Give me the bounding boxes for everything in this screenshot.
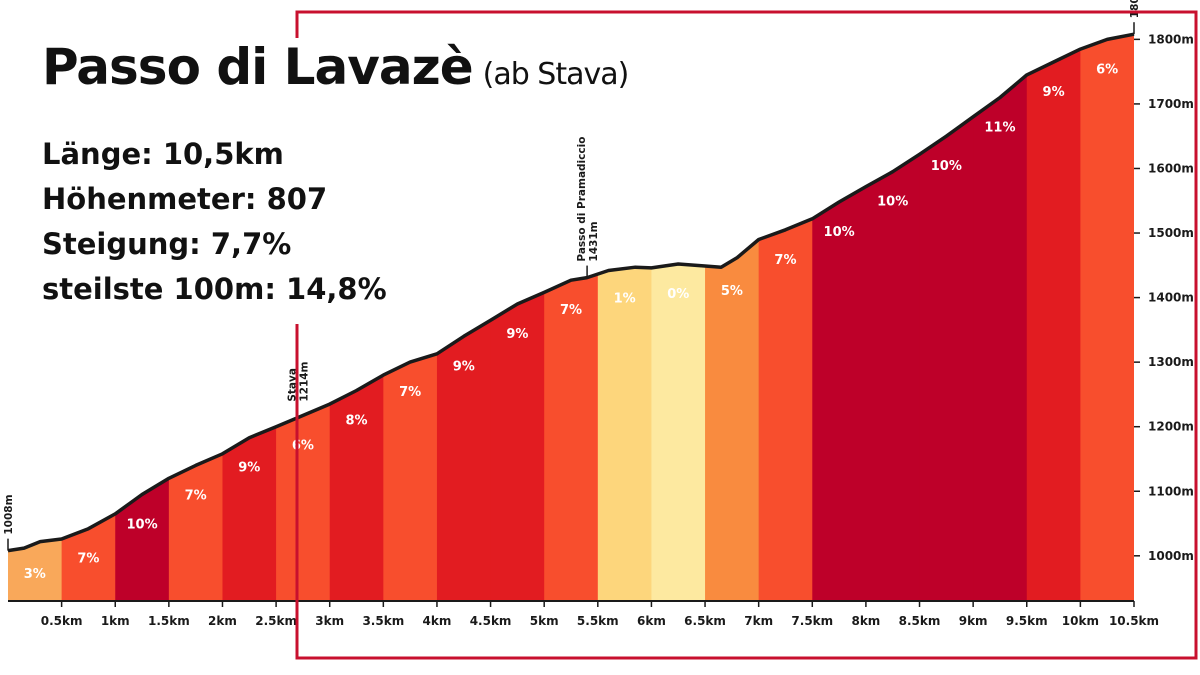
stat-avg-gradient: Steigung: 7,7%: [42, 227, 292, 261]
grade-segment-14: [758, 34, 813, 601]
y-tick-label-1: 1100m: [1148, 484, 1194, 498]
x-tick-label-8: 4.5km: [470, 614, 512, 628]
x-tick-label-13: 7km: [744, 614, 773, 628]
highlight-frame: [295, 10, 1198, 660]
grade-label-13: 5%: [721, 284, 743, 299]
x-tick-label-18: 9.5km: [1006, 614, 1048, 628]
stat-elevation-gain: Höhenmeter: 807: [42, 182, 328, 216]
title-text: Passo di Lavazè: [42, 38, 474, 96]
y-tick-label-4: 1400m: [1148, 291, 1194, 305]
grade-label-19: 9%: [1043, 85, 1065, 100]
grade-label-11: 1%: [614, 292, 636, 307]
grade-segment-12: [651, 34, 706, 601]
y-tick-label-2: 1200m: [1148, 420, 1194, 434]
grade-segment-9: [490, 34, 545, 601]
x-tick-label-17: 9km: [959, 614, 988, 628]
grade-segment-18: [973, 34, 1028, 601]
grade-segment-17: [919, 34, 974, 601]
grade-segment-19: [1026, 34, 1081, 601]
x-tick-label-4: 2.5km: [255, 614, 297, 628]
x-tick-label-5: 3km: [315, 614, 344, 628]
annotation-label-0-0: 1008m: [3, 494, 15, 534]
grade-label-3: 7%: [185, 488, 207, 503]
y-tick-label-8: 1800m: [1148, 32, 1194, 46]
x-tick-label-14: 7.5km: [791, 614, 833, 628]
grade-segment-11: [597, 34, 653, 601]
x-tick-label-2: 1.5km: [148, 614, 190, 628]
grade-segment-16: [865, 34, 921, 601]
grade-label-0: 3%: [24, 567, 46, 582]
stat-length: Länge: 10,5km: [42, 137, 284, 171]
x-tick-label-0: 0.5km: [41, 614, 83, 628]
x-tick-label-20: 10.5km: [1109, 614, 1159, 628]
x-tick-label-11: 6km: [637, 614, 666, 628]
grade-label-7: 7%: [399, 385, 421, 400]
grade-label-17: 10%: [931, 159, 962, 174]
grade-segment-13: [705, 34, 760, 601]
x-tick-label-3: 2km: [208, 614, 237, 628]
grade-label-14: 7%: [774, 253, 796, 268]
grade-label-2: 10%: [126, 517, 157, 532]
grade-label-12: 0%: [667, 287, 689, 302]
x-tick-label-7: 4km: [423, 614, 452, 628]
y-tick-label-6: 1600m: [1148, 161, 1194, 175]
x-tick-label-10: 5.5km: [577, 614, 619, 628]
x-tick-label-1: 1km: [101, 614, 130, 628]
grade-label-5: 6%: [292, 438, 314, 453]
x-tick-label-19: 10km: [1062, 614, 1099, 628]
grade-label-10: 7%: [560, 303, 582, 318]
y-tick-label-3: 1300m: [1148, 355, 1194, 369]
x-tick-label-12: 6.5km: [684, 614, 726, 628]
x-tick-label-9: 5km: [530, 614, 559, 628]
x-tick-label-6: 3.5km: [362, 614, 404, 628]
x-tick-label-15: 8km: [851, 614, 880, 628]
grade-label-20: 6%: [1096, 62, 1118, 77]
x-tick-label-16: 8.5km: [899, 614, 941, 628]
grade-segment-8: [436, 34, 492, 601]
grade-segment-7: [383, 34, 438, 601]
subtitle-text: (ab Stava): [482, 57, 630, 92]
y-tick-label-0: 1000m: [1148, 549, 1194, 563]
y-tick-label-5: 1500m: [1148, 226, 1194, 240]
annotation-label-2-0: Passo di Pramadiccio: [576, 137, 588, 262]
annotation-label-2-1: 1431m: [588, 221, 600, 261]
grade-label-15: 10%: [824, 225, 855, 240]
elevation-profile-line: [7, 32, 1135, 553]
grade-label-18: 11%: [984, 120, 1015, 135]
y-tick-label-7: 1700m: [1148, 97, 1194, 111]
grade-label-16: 10%: [877, 195, 908, 210]
grade-label-1: 7%: [77, 552, 99, 567]
grade-label-9: 9%: [506, 327, 528, 342]
page-title: Passo di Lavazè (ab Stava): [42, 38, 630, 96]
stat-steepest-100m: steilste 100m: 14,8%: [42, 272, 387, 306]
grade-label-8: 9%: [453, 359, 475, 374]
grade-label-4: 9%: [238, 461, 260, 476]
grade-label-6: 8%: [345, 414, 367, 429]
grade-segment-15: [812, 34, 867, 601]
grade-segment-20: [1080, 34, 1134, 601]
annotation-label-1-1: 1214m: [299, 361, 311, 401]
annotation-label-3-0: 1808m: [1129, 0, 1141, 18]
stats-list: Länge: 10,5km Höhenmeter: 807 Steigung: …: [42, 132, 387, 312]
